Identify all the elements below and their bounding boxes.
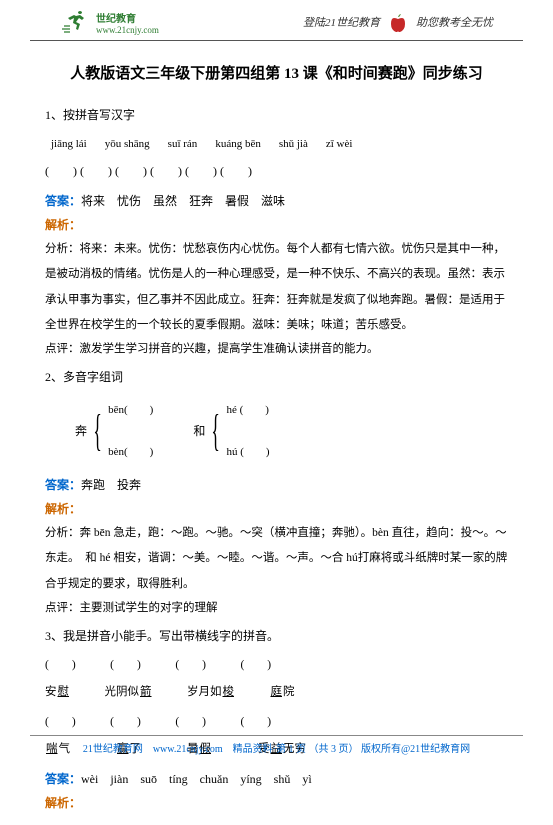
page-footer: 21世纪教育网 www.21cnjy.com 精品资料·第 1 页 （共 3 页… [30,735,523,755]
pinyin-item: yōu shāng [105,133,150,155]
q1-pinyin-row: jiāng lái yōu shāng suī rán kuáng bēn sh… [45,133,508,155]
answer-text: wèi jiàn suō tíng chuǎn yíng shǔ yì [81,772,312,786]
runner-icon [60,8,92,36]
word: 岁月如梭 [187,686,235,698]
word: 光阴似箭 [105,686,153,698]
bracket-icon: { [212,409,220,453]
pinyin-option: bēn( ) [108,399,153,421]
header-right: 登陆21世纪教育 助您教考全无忧 [303,10,493,34]
q1-heading: 1、按拼音写汉字 [45,103,508,127]
q2-parse: 分析：奔 bēn 急走，跑：～跑。～驰。～突（横冲直撞；奔驰）。bèn 直往，趋… [45,521,508,597]
pinyin-option: bèn( ) [108,441,153,463]
q2-heading: 2、多音字组词 [45,365,508,389]
q1-answer: 答案：将来 忧伤 虽然 狂奔 暑假 滋味 [45,189,508,213]
pinyin-option: hé ( ) [227,399,270,421]
parse-label: 解析： [45,213,508,237]
page-header: 世纪教育 www.21cnjy.com 登陆21世纪教育 助您教考全无忧 [30,0,523,41]
answer-label: 答案： [45,194,81,208]
word: 庭院 [270,686,295,698]
logo-url: www.21cnjy.com [96,25,159,35]
parse-label: 解析： [45,791,508,815]
word: 安慰 [45,686,70,698]
q3-text-row1: 安慰 光阴似箭 岁月如梭 庭院 [45,680,508,705]
document-content: 人教版语文三年级下册第四组第 13 课《和时间赛跑》同步练习 1、按拼音写汉字 … [0,41,553,825]
pinyin-option: hú ( ) [227,441,270,463]
pinyin-item: zī wèi [326,133,353,155]
char-he: 和 [193,419,205,443]
slogan-right: 助您教考全无忧 [416,14,493,30]
bracket-items: bēn( ) bèn( ) [108,399,153,463]
apple-icon [386,10,410,34]
q2-answer: 答案：奔跑 投奔 [45,473,508,497]
q3-answer: 答案：wèi jiàn suō tíng chuǎn yíng shǔ yì [45,767,508,791]
bracket-group-1: 奔 { bēn( ) bèn( ) [75,399,153,463]
pinyin-item: suī rán [168,133,198,155]
bracket-items: hé ( ) hú ( ) [227,399,270,463]
logo-text-block: 世纪教育 www.21cnjy.com [96,10,159,35]
bracket-group-2: 和 { hé ( ) hú ( ) [193,399,269,463]
slogan-left: 登陆21世纪教育 [303,14,380,30]
q2-brackets: 奔 { bēn( ) bèn( ) 和 { hé ( ) hú ( ) [75,399,508,463]
parse-label: 解析： [45,497,508,521]
pinyin-item: kuáng bēn [215,133,261,155]
q3-paren-row1: ( ) ( ) ( ) ( ) [45,654,508,677]
pinyin-item: shǔ jià [279,133,308,155]
q1-paren-row: ( ) ( ) ( ) ( ) ( ) ( ) [45,159,508,183]
answer-label: 答案： [45,478,81,492]
answer-label: 答案： [45,772,81,786]
pinyin-item: jiāng lái [51,133,87,155]
answer-text: 奔跑 投奔 [81,478,141,492]
logo-section: 世纪教育 www.21cnjy.com [60,8,159,36]
char-ben: 奔 [75,419,87,443]
bracket-icon: { [93,409,101,453]
q1-tip: 点评：激发学生学习拼音的兴趣，提高学生准确认读拼音的能力。 [45,338,508,361]
answer-text: 将来 忧伤 虽然 狂奔 暑假 滋味 [81,194,285,208]
q3-heading: 3、我是拼音小能手。写出带横线字的拼音。 [45,624,508,648]
page-title: 人教版语文三年级下册第四组第 13 课《和时间赛跑》同步练习 [45,59,508,89]
q1-parse: 分析：将来：未来。忧伤：忧愁哀伤内心忧伤。每个人都有七情六欲。忧伤只是其中一种，… [45,237,508,338]
q2-tip: 点评：主要测试学生的对字的理解 [45,597,508,620]
logo-brand: 世纪教育 [96,10,159,25]
q3-paren-row2: ( ) ( ) ( ) ( ) [45,711,508,734]
